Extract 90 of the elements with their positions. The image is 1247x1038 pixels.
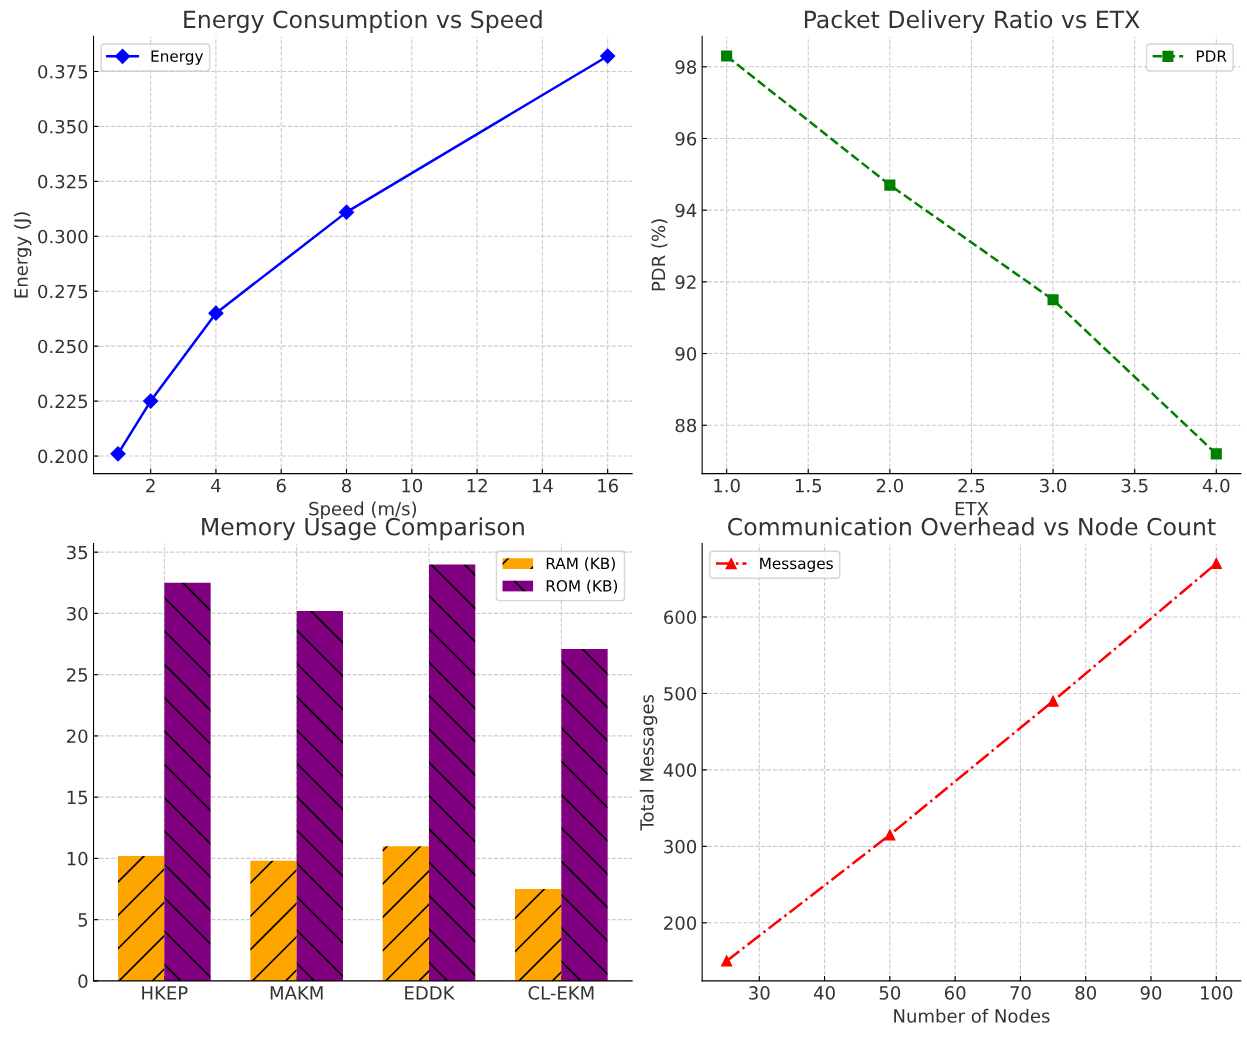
x-tick-label: MAKM: [270, 986, 323, 1000]
y-tick-label: 92: [675, 275, 696, 289]
y-tick-label: 0.300: [38, 229, 88, 244]
bar: [382, 846, 429, 981]
y-tick-label: 88: [675, 418, 697, 433]
chart-title: Memory Usage Comparison: [202, 517, 524, 541]
y-tick-label: 0.200: [38, 449, 88, 464]
y-tick-label: 400: [663, 763, 697, 778]
y-tick-label: 10: [67, 851, 88, 866]
chart-title: Packet Delivery Ratio vs ETX: [804, 10, 1140, 33]
x-tick-label: HKEP: [142, 986, 188, 1000]
point: [884, 829, 896, 841]
x-tick-label: CL-EKM: [528, 986, 594, 1000]
x-tick-label: 40: [813, 986, 835, 1000]
x-axis-title: ETX: [955, 502, 989, 516]
y-tick-label: 600: [664, 610, 697, 625]
y-tick-label: 0.325: [38, 174, 88, 189]
y-tick-label: 25: [67, 668, 88, 682]
y-axis-title: Energy (J): [13, 212, 32, 298]
y-tick-label: 94: [675, 203, 697, 218]
x-tick-label: 3.0: [1040, 478, 1067, 493]
x-tick-label: 90: [1140, 986, 1162, 1000]
x-tick-label: 1.0: [714, 478, 740, 493]
point: [1210, 557, 1222, 570]
y-tick-label: 0.375: [38, 64, 88, 79]
x-tick-label: 2.0: [876, 478, 904, 493]
bar: [118, 855, 165, 981]
y-tick-label: 35: [67, 545, 88, 560]
point: [338, 204, 355, 220]
y-tick-label: 300: [664, 839, 697, 854]
point: [721, 50, 733, 62]
y-tick-label: 0.250: [38, 339, 88, 354]
x-tick-label: 2.5: [958, 478, 985, 493]
x-tick-label: 8: [341, 478, 352, 493]
chart-title: Energy Consumption vs Speed: [184, 10, 542, 33]
legend-label: ROM (KB): [546, 579, 618, 594]
y-tick-label: 500: [664, 686, 697, 701]
point: [1047, 695, 1059, 707]
point: [143, 393, 159, 409]
x-tick-label: 4.0: [1202, 478, 1230, 493]
x-tick-label: 50: [879, 986, 901, 1000]
x-tick-label: 80: [1075, 986, 1096, 1000]
legend-label: Messages: [760, 557, 833, 573]
bar: [296, 610, 343, 981]
point: [1047, 294, 1059, 306]
bar: [429, 564, 476, 981]
y-tick-label: 200: [664, 916, 697, 930]
bar: [515, 889, 562, 981]
y-tick-label: 96: [675, 131, 697, 146]
y-tick-label: 0.275: [38, 284, 88, 299]
point: [600, 48, 616, 64]
y-tick-label: 0.350: [38, 119, 88, 134]
point: [884, 179, 896, 191]
y-tick-label: 90: [675, 347, 697, 361]
legend-label: RAM (KB): [546, 557, 615, 571]
legend-label: PDR: [1196, 50, 1227, 62]
y-tick-label: 30: [67, 606, 88, 621]
x-axis-title: Speed (m/s): [309, 501, 417, 519]
x-tick-label: 3.5: [1121, 478, 1148, 493]
point: [1210, 448, 1222, 460]
y-tick-label: 15: [67, 790, 88, 805]
x-tick-label: 100: [1201, 986, 1233, 1000]
x-axis-title: Number of Nodes: [894, 1008, 1050, 1023]
x-tick-label: 10: [402, 478, 423, 493]
y-axis-title: PDR (%): [651, 219, 668, 291]
x-tick-label: 60: [944, 986, 966, 1000]
y-tick-label: 0: [78, 974, 88, 989]
y-axis-title: Total Messages: [639, 694, 658, 831]
bar: [250, 860, 297, 981]
y-tick-label: 0.225: [38, 394, 88, 409]
x-tick-label: 30: [749, 986, 770, 1000]
x-tick-label: 70: [1010, 986, 1031, 1000]
x-tick-label: 6: [276, 478, 286, 493]
x-tick-label: 4: [211, 479, 221, 493]
point: [208, 305, 224, 321]
x-tick-label: 2: [146, 478, 155, 493]
point: [110, 446, 126, 462]
y-tick-label: 20: [67, 729, 88, 744]
bar: [561, 648, 608, 981]
point: [721, 955, 733, 967]
x-tick-label: EDDK: [405, 986, 455, 1000]
x-tick-label: 14: [532, 479, 553, 493]
x-tick-label: 1.5: [795, 479, 822, 493]
y-tick-label: 5: [78, 913, 88, 927]
chart-title: Communication Overhead vs Node Count: [728, 517, 1216, 536]
bar: [164, 582, 211, 981]
x-tick-label: 16: [598, 478, 618, 493]
legend-label: Energy: [151, 50, 204, 65]
x-tick-label: 12: [467, 478, 487, 493]
y-tick-label: 98: [675, 60, 697, 74]
